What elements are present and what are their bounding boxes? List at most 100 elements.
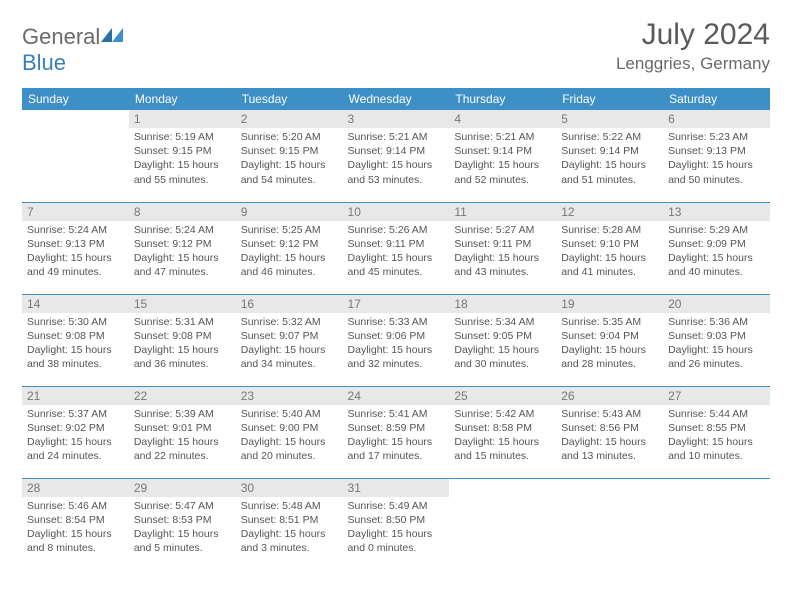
calendar-cell: 11 Sunrise: 5:27 AMSunset: 9:11 PMDayligh… [449, 202, 556, 294]
day-info: Sunrise: 5:24 AMSunset: 9:12 PMDaylight:… [134, 223, 231, 280]
month-title: July 2024 [616, 18, 770, 52]
calendar-cell: 14 Sunrise: 5:30 AMSunset: 9:08 PMDayligh… [22, 294, 129, 386]
day-number: 8 [129, 203, 236, 221]
header: General Blue July 2024 Lenggries, German… [22, 18, 770, 76]
day-info: Sunrise: 5:20 AMSunset: 9:15 PMDaylight:… [241, 130, 338, 187]
calendar-cell: 26 Sunrise: 5:43 AMSunset: 8:56 PMDayligh… [556, 386, 663, 478]
calendar-cell: 15 Sunrise: 5:31 AMSunset: 9:08 PMDayligh… [129, 294, 236, 386]
day-number: 26 [556, 387, 663, 405]
day-info: Sunrise: 5:32 AMSunset: 9:07 PMDaylight:… [241, 315, 338, 372]
day-number: 9 [236, 203, 343, 221]
calendar-cell: 4 Sunrise: 5:21 AMSunset: 9:14 PMDaylight… [449, 110, 556, 202]
day-header: Friday [556, 88, 663, 110]
day-number: 1 [129, 110, 236, 128]
day-info: Sunrise: 5:19 AMSunset: 9:15 PMDaylight:… [134, 130, 231, 187]
calendar-cell: 20 Sunrise: 5:36 AMSunset: 9:03 PMDayligh… [663, 294, 770, 386]
day-number: 16 [236, 295, 343, 313]
calendar-cell: 6 Sunrise: 5:23 AMSunset: 9:13 PMDaylight… [663, 110, 770, 202]
day-header: Sunday [22, 88, 129, 110]
day-number: 12 [556, 203, 663, 221]
day-header: Saturday [663, 88, 770, 110]
title-block: July 2024 Lenggries, Germany [616, 18, 770, 74]
calendar-cell: 27 Sunrise: 5:44 AMSunset: 8:55 PMDayligh… [663, 386, 770, 478]
day-number: 4 [449, 110, 556, 128]
day-info: Sunrise: 5:43 AMSunset: 8:56 PMDaylight:… [561, 407, 658, 464]
day-info: Sunrise: 5:41 AMSunset: 8:59 PMDaylight:… [348, 407, 445, 464]
calendar-row: 14 Sunrise: 5:30 AMSunset: 9:08 PMDayligh… [22, 294, 770, 386]
day-info: Sunrise: 5:21 AMSunset: 9:14 PMDaylight:… [454, 130, 551, 187]
day-header: Monday [129, 88, 236, 110]
day-number: 20 [663, 295, 770, 313]
day-number: 23 [236, 387, 343, 405]
day-info: Sunrise: 5:26 AMSunset: 9:11 PMDaylight:… [348, 223, 445, 280]
calendar-cell: 12 Sunrise: 5:28 AMSunset: 9:10 PMDayligh… [556, 202, 663, 294]
brand-text: General Blue [22, 24, 123, 76]
day-number: 22 [129, 387, 236, 405]
calendar-cell [22, 110, 129, 202]
calendar-cell: 7 Sunrise: 5:24 AMSunset: 9:13 PMDaylight… [22, 202, 129, 294]
day-number: 10 [343, 203, 450, 221]
day-number: 17 [343, 295, 450, 313]
day-info: Sunrise: 5:24 AMSunset: 9:13 PMDaylight:… [27, 223, 124, 280]
day-info: Sunrise: 5:34 AMSunset: 9:05 PMDaylight:… [454, 315, 551, 372]
calendar-cell: 17 Sunrise: 5:33 AMSunset: 9:06 PMDayligh… [343, 294, 450, 386]
day-number: 19 [556, 295, 663, 313]
day-info: Sunrise: 5:37 AMSunset: 9:02 PMDaylight:… [27, 407, 124, 464]
calendar-cell: 19 Sunrise: 5:35 AMSunset: 9:04 PMDayligh… [556, 294, 663, 386]
day-number: 7 [22, 203, 129, 221]
day-info: Sunrise: 5:23 AMSunset: 9:13 PMDaylight:… [668, 130, 765, 187]
day-info: Sunrise: 5:25 AMSunset: 9:12 PMDaylight:… [241, 223, 338, 280]
location-text: Lenggries, Germany [616, 54, 770, 74]
day-info: Sunrise: 5:35 AMSunset: 9:04 PMDaylight:… [561, 315, 658, 372]
day-info: Sunrise: 5:44 AMSunset: 8:55 PMDaylight:… [668, 407, 765, 464]
brand-part2: Blue [22, 50, 66, 75]
calendar-cell: 29 Sunrise: 5:47 AMSunset: 8:53 PMDayligh… [129, 478, 236, 570]
calendar-cell: 21 Sunrise: 5:37 AMSunset: 9:02 PMDayligh… [22, 386, 129, 478]
day-number: 24 [343, 387, 450, 405]
calendar-cell: 3 Sunrise: 5:21 AMSunset: 9:14 PMDaylight… [343, 110, 450, 202]
day-info: Sunrise: 5:40 AMSunset: 9:00 PMDaylight:… [241, 407, 338, 464]
calendar-cell: 22Sunrise: 5:39 AMSunset: 9:01 PMDayligh… [129, 386, 236, 478]
day-number: 13 [663, 203, 770, 221]
flag-icon [101, 24, 123, 49]
day-number: 29 [129, 479, 236, 497]
calendar-cell: 13 Sunrise: 5:29 AMSunset: 9:09 PMDayligh… [663, 202, 770, 294]
day-number: 28 [22, 479, 129, 497]
calendar-cell: 8 Sunrise: 5:24 AMSunset: 9:12 PMDaylight… [129, 202, 236, 294]
day-number: 14 [22, 295, 129, 313]
day-number: 31 [343, 479, 450, 497]
day-info: Sunrise: 5:28 AMSunset: 9:10 PMDaylight:… [561, 223, 658, 280]
day-info: Sunrise: 5:27 AMSunset: 9:11 PMDaylight:… [454, 223, 551, 280]
calendar-cell: 30Sunrise: 5:48 AMSunset: 8:51 PMDayligh… [236, 478, 343, 570]
day-info: Sunrise: 5:47 AMSunset: 8:53 PMDaylight:… [134, 499, 231, 556]
calendar-cell: 31Sunrise: 5:49 AMSunset: 8:50 PMDayligh… [343, 478, 450, 570]
day-number: 21 [22, 387, 129, 405]
day-number: 18 [449, 295, 556, 313]
day-number: 3 [343, 110, 450, 128]
day-header: Wednesday [343, 88, 450, 110]
calendar-table: SundayMondayTuesdayWednesdayThursdayFrid… [22, 88, 770, 570]
day-number: 15 [129, 295, 236, 313]
day-header: Thursday [449, 88, 556, 110]
day-info: Sunrise: 5:46 AMSunset: 8:54 PMDaylight:… [27, 499, 124, 556]
day-number: 2 [236, 110, 343, 128]
day-info: Sunrise: 5:30 AMSunset: 9:08 PMDaylight:… [27, 315, 124, 372]
day-number: 11 [449, 203, 556, 221]
calendar-cell: 9 Sunrise: 5:25 AMSunset: 9:12 PMDaylight… [236, 202, 343, 294]
day-info: Sunrise: 5:33 AMSunset: 9:06 PMDaylight:… [348, 315, 445, 372]
day-number: 6 [663, 110, 770, 128]
day-number: 27 [663, 387, 770, 405]
day-info: Sunrise: 5:21 AMSunset: 9:14 PMDaylight:… [348, 130, 445, 187]
calendar-row: 28 Sunrise: 5:46 AMSunset: 8:54 PMDayligh… [22, 478, 770, 570]
day-info: Sunrise: 5:48 AMSunset: 8:51 PMDaylight:… [241, 499, 338, 556]
calendar-row: 21 Sunrise: 5:37 AMSunset: 9:02 PMDayligh… [22, 386, 770, 478]
day-info: Sunrise: 5:36 AMSunset: 9:03 PMDaylight:… [668, 315, 765, 372]
calendar-cell: 23 Sunrise: 5:40 AMSunset: 9:00 PMDayligh… [236, 386, 343, 478]
calendar-cell: 5Sunrise: 5:22 AMSunset: 9:14 PMDaylight… [556, 110, 663, 202]
calendar-cell: 1 Sunrise: 5:19 AMSunset: 9:15 PMDaylight… [129, 110, 236, 202]
day-info: Sunrise: 5:31 AMSunset: 9:08 PMDaylight:… [134, 315, 231, 372]
calendar-cell [663, 478, 770, 570]
calendar-cell: 25Sunrise: 5:42 AMSunset: 8:58 PMDayligh… [449, 386, 556, 478]
calendar-cell: 16 Sunrise: 5:32 AMSunset: 9:07 PMDayligh… [236, 294, 343, 386]
day-info: Sunrise: 5:29 AMSunset: 9:09 PMDaylight:… [668, 223, 765, 280]
